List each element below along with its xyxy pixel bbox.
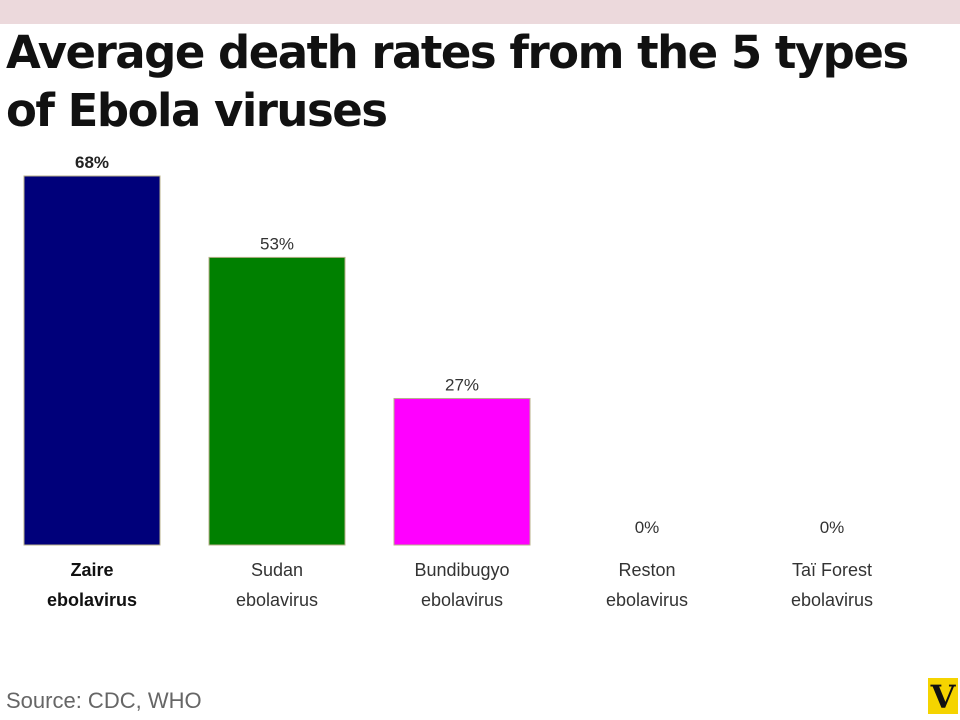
bar-value-label: 0% — [635, 518, 660, 537]
bar-value-label: 27% — [445, 375, 479, 394]
category-label: Bundibugyo ebolavirus — [414, 560, 509, 610]
vox-logo-icon: V — [928, 678, 958, 714]
bar-value-label: 0% — [820, 518, 845, 537]
category-label: Reston ebolavirus — [606, 560, 688, 610]
category-label: Sudan ebolavirus — [236, 560, 318, 610]
top-banner — [0, 0, 960, 24]
bar — [208, 256, 346, 546]
bar-chart: 68% Zaire ebolavirus 53% Sudan ebolavirus 27% B… — [23, 153, 873, 610]
bar — [23, 175, 161, 546]
bar-value-label: 68% — [75, 153, 109, 172]
svg-text:V: V — [930, 678, 957, 714]
source-note: Source: CDC, WHO — [6, 688, 202, 713]
chart-title: Average death rates from the 5 types of … — [6, 26, 909, 137]
category-label: Zaire ebolavirus — [47, 560, 137, 610]
bar — [393, 397, 531, 546]
category-label: Taï Forest ebolavirus — [791, 560, 873, 610]
bar-value-label: 53% — [260, 234, 294, 253]
